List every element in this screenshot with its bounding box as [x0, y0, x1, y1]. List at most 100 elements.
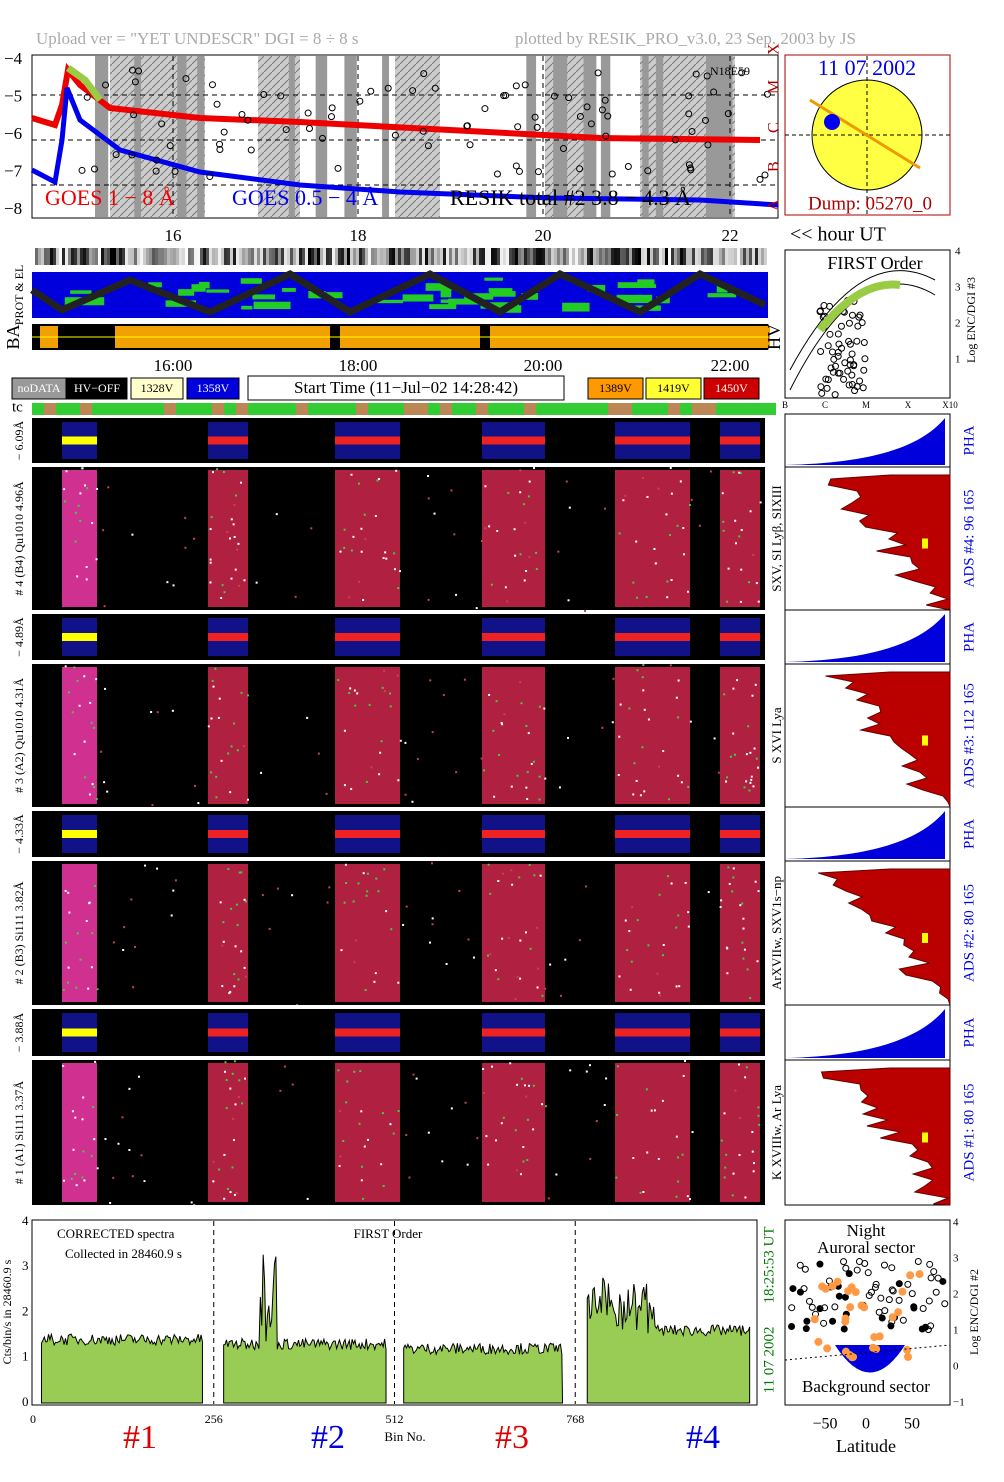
- spec-noise: [211, 471, 214, 474]
- resik-point: [587, 120, 595, 128]
- lat-point: [895, 1280, 903, 1288]
- spec-noise: [88, 902, 91, 905]
- gray-strip: [440, 248, 443, 265]
- gray-strip: [335, 248, 338, 265]
- spec-dot: [656, 972, 659, 975]
- spec-noise: [67, 691, 70, 694]
- channel-label: # 2 (B3) Si111 3.82Å: [12, 881, 26, 984]
- spec-dot: [104, 687, 107, 690]
- gray-strip: [644, 248, 647, 265]
- spec-dot: [732, 732, 735, 735]
- gray-strip: [287, 248, 290, 265]
- spec-noise: [222, 471, 225, 474]
- spec-dot: [682, 527, 685, 530]
- spec-dot: [658, 765, 661, 768]
- gray-strip: [239, 248, 242, 265]
- spec-fill: [335, 1063, 400, 1202]
- spec-noise: [93, 1138, 96, 1141]
- lat-point: [816, 1260, 824, 1268]
- spec-noise: [360, 1165, 363, 1168]
- spectrum-area: [403, 1342, 564, 1404]
- gray-strip: [497, 248, 500, 265]
- tc-strip: [128, 403, 140, 415]
- tc-strip: [224, 403, 236, 415]
- spectrum-ylabel: Cts/bin/s in 28460.9 s: [0, 1259, 14, 1364]
- resik-point: [534, 168, 542, 176]
- spec-noise: [345, 1101, 348, 1104]
- orbit-point: [856, 377, 864, 385]
- spec-noise: [684, 1060, 687, 1063]
- tc-strip: [188, 403, 200, 415]
- pha-band: [208, 1028, 248, 1037]
- spec-noise: [385, 557, 388, 560]
- spec-dot: [193, 537, 196, 540]
- spec-noise: [392, 1132, 395, 1135]
- prot-green: [637, 279, 655, 287]
- spec-dot: [752, 553, 755, 556]
- goes-curve: [31, 62, 761, 143]
- background-region: [835, 1345, 905, 1373]
- spec-dot: [268, 927, 271, 930]
- resik-point: [356, 97, 364, 105]
- gray-strip: [710, 248, 713, 265]
- tc-strip: [404, 403, 416, 415]
- spec-dot: [578, 939, 581, 942]
- spec-noise: [379, 751, 382, 754]
- spec-noise: [225, 1107, 228, 1110]
- gray-strip: [224, 248, 227, 265]
- tc-strip: [476, 403, 488, 415]
- lat-point: [926, 1260, 934, 1268]
- gray-strip: [674, 248, 677, 265]
- spec-noise: [215, 796, 218, 799]
- spec-noise: [244, 1077, 247, 1080]
- tc-strip: [164, 403, 176, 415]
- spec-noise: [748, 789, 751, 792]
- lat-point: [788, 1304, 796, 1312]
- gray-strip: [680, 248, 683, 265]
- spec-dot: [221, 944, 224, 947]
- gray-strip: [479, 248, 482, 265]
- prot-green: [253, 301, 291, 310]
- spec-noise: [83, 1179, 86, 1182]
- gray-strip: [638, 248, 641, 265]
- gray-strip: [215, 248, 218, 265]
- resik-point: [171, 167, 179, 175]
- spec-noise: [389, 705, 392, 708]
- spec-noise: [745, 780, 748, 783]
- gray-strip: [428, 248, 431, 265]
- pha-band: [62, 633, 97, 641]
- spec-noise: [92, 1105, 95, 1108]
- spec-dot: [128, 1148, 131, 1151]
- prot-green: [282, 287, 296, 292]
- spec-noise: [234, 568, 237, 571]
- pha-band: [208, 633, 248, 641]
- resik-point: [685, 92, 693, 100]
- spectrum-xtick: 768: [566, 1412, 584, 1426]
- resik-point: [565, 94, 573, 102]
- prot-green: [402, 294, 434, 302]
- spec-noise: [85, 566, 88, 569]
- spec-noise: [749, 781, 752, 784]
- spec-dot: [404, 741, 407, 744]
- resik-point: [466, 141, 474, 149]
- gray-strip: [683, 248, 686, 265]
- pha-band: [482, 830, 545, 838]
- spectrum-xtick: 0: [30, 1412, 36, 1426]
- spec-noise: [393, 552, 396, 555]
- gray-strip: [362, 248, 365, 265]
- gray-strip: [227, 248, 230, 265]
- gray-strip: [584, 248, 587, 265]
- spec-dot: [632, 793, 635, 796]
- spec-noise: [757, 1114, 760, 1117]
- gray-strip: [518, 248, 521, 265]
- gray-strip: [692, 248, 695, 265]
- gray-strip: [170, 248, 173, 265]
- gray-strip: [677, 248, 680, 265]
- spec-dot: [677, 679, 680, 682]
- gray-strip: [656, 248, 659, 265]
- lat-ytick: 3: [953, 1253, 959, 1265]
- spec-noise: [77, 504, 80, 507]
- spec-dot: [103, 605, 106, 608]
- spec-fill: [615, 470, 690, 607]
- spec-noise: [232, 523, 235, 526]
